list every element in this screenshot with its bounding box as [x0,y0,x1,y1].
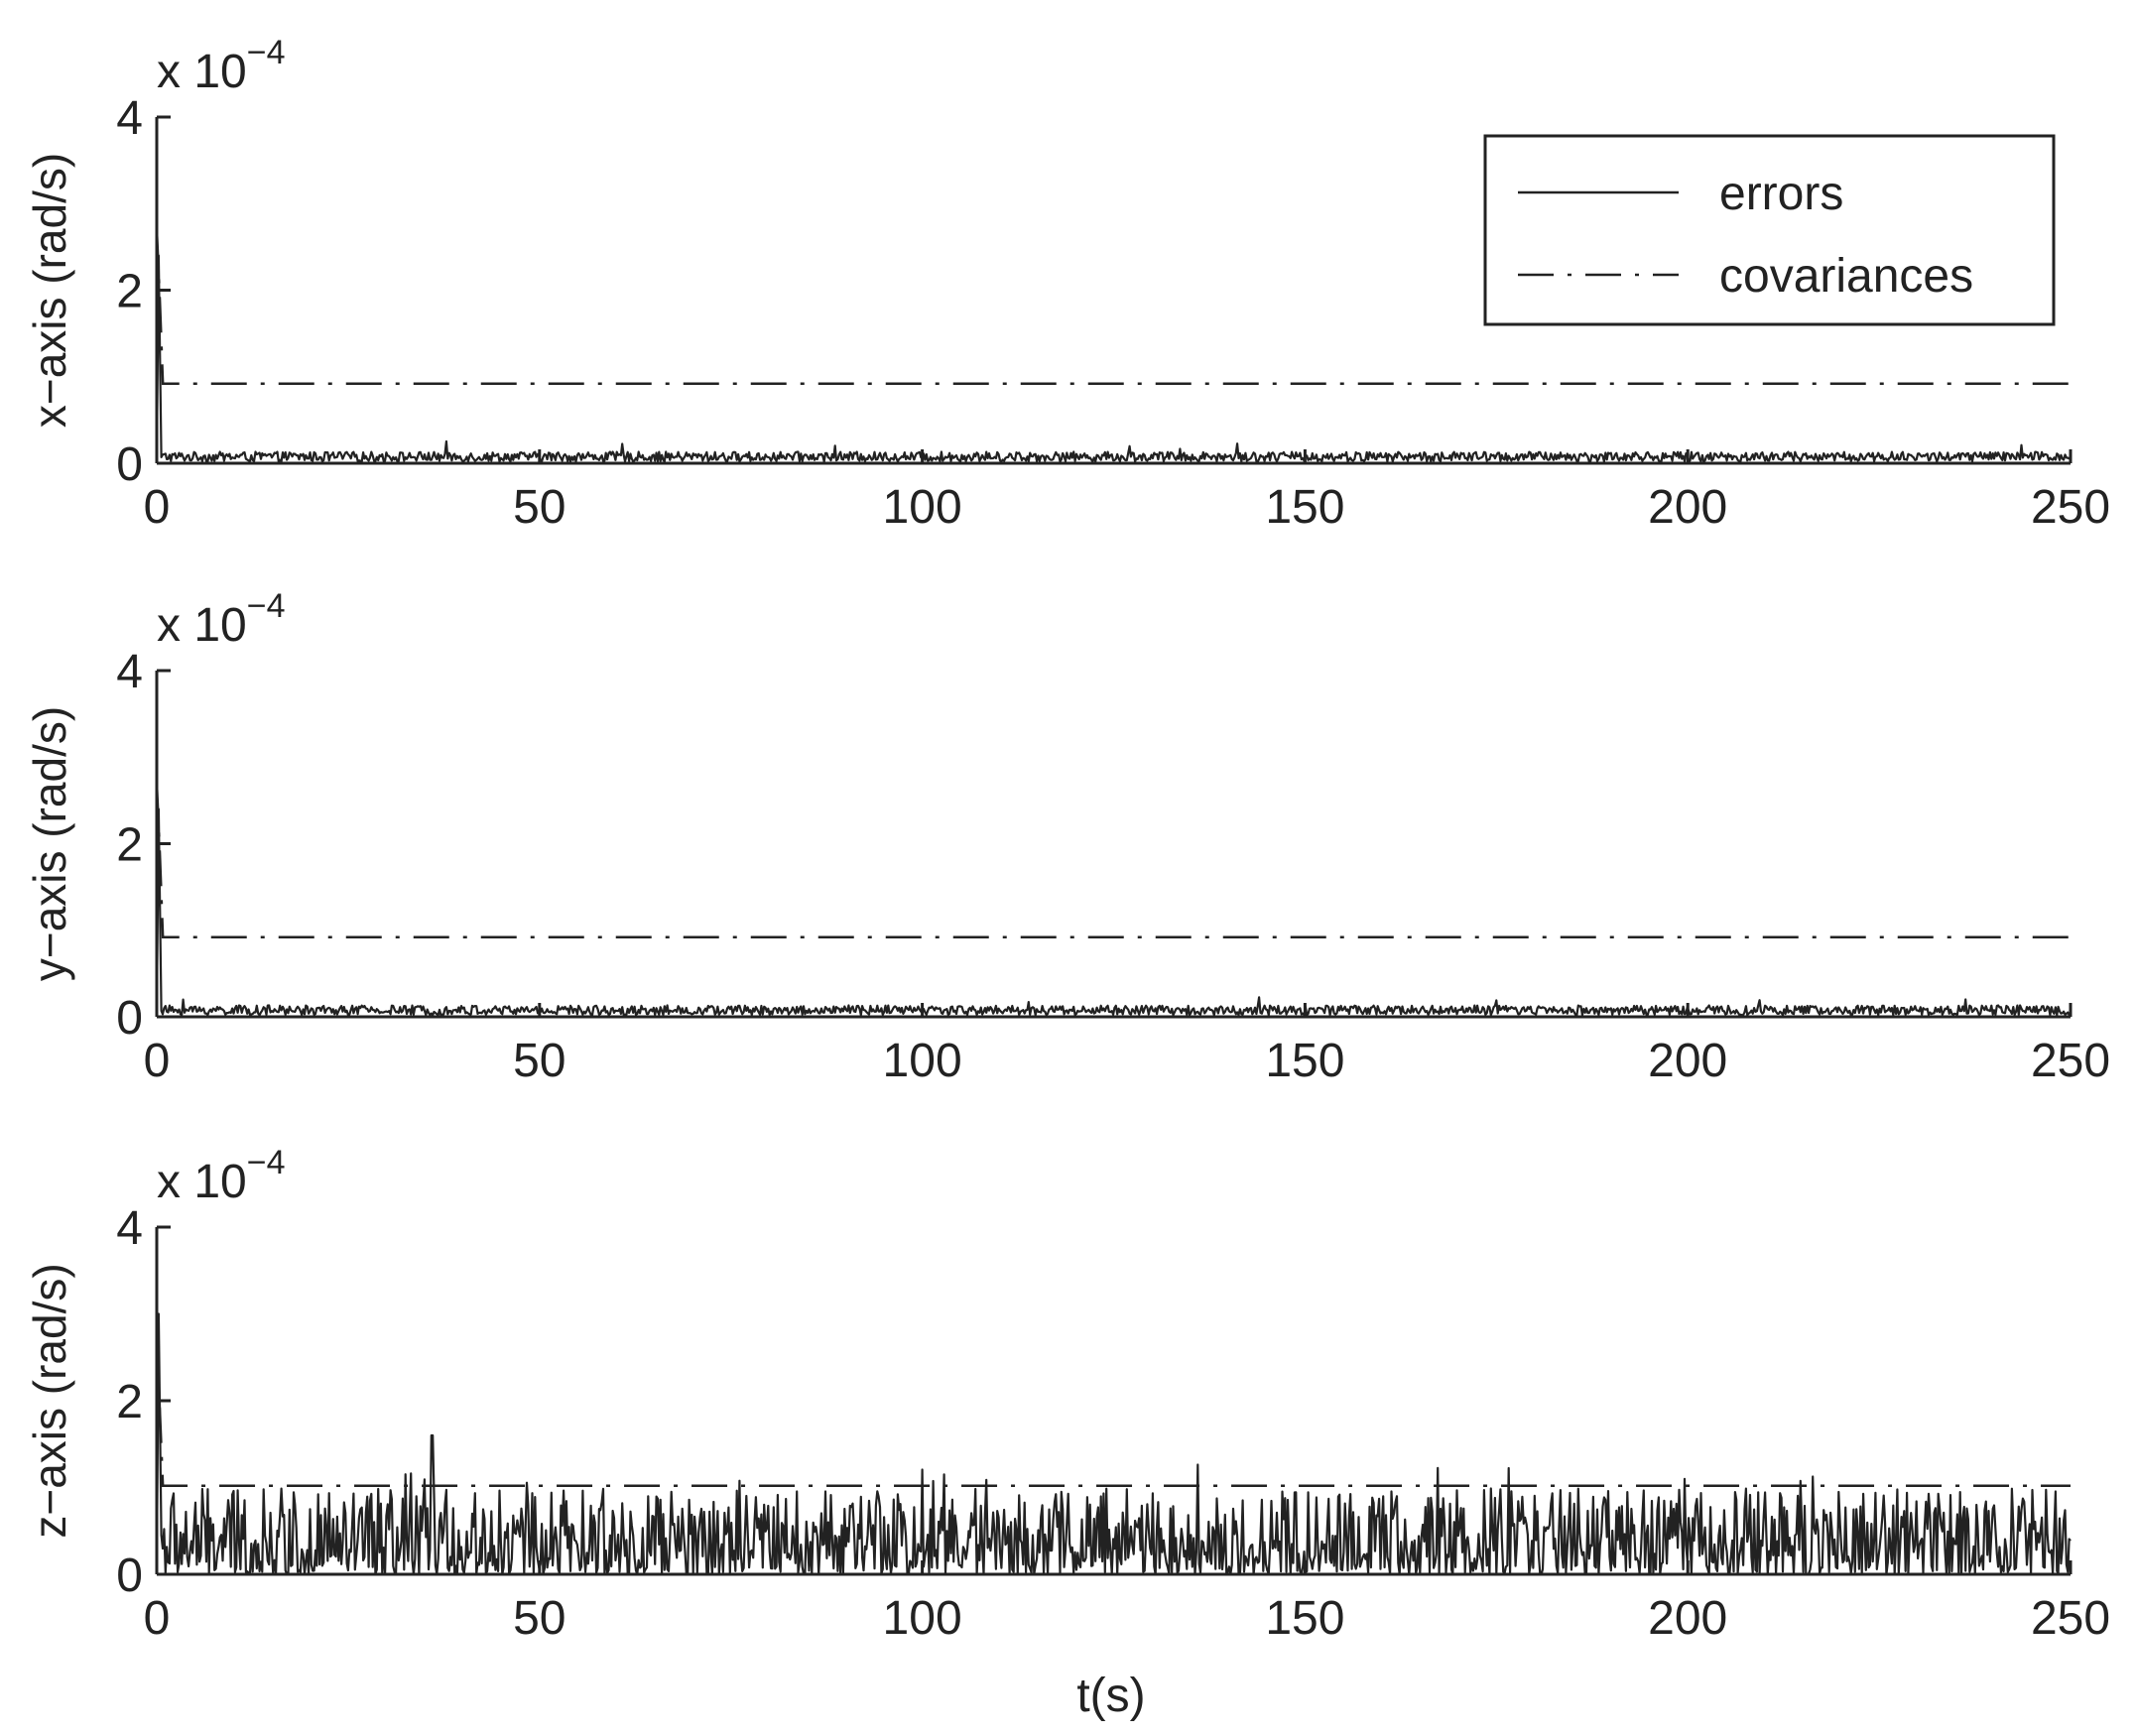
y-tick-label: 2 [116,266,143,318]
y-axis-label: z−axis (rad/s) [24,1263,75,1538]
x-tick-label: 250 [2031,1035,2110,1087]
subplot-2: 0 2 4 0 50 100 150 200 250 x 10−4 y−axis (rad/s) [24,587,2110,1087]
x-tick-label: 250 [2031,1592,2110,1645]
subplot-1: 0 2 4 0 50 100 150 200 250 x 10−4 x−axis (rad/s) er… [24,34,2110,534]
series-line-covariances [155,1339,2071,1487]
x-axis-label: t(s) [1076,1670,1145,1722]
x-tick-label: 100 [883,1035,962,1087]
legend-box [1483,134,2056,326]
subplot-3: 0 2 4 0 50 100 150 200 250 x 10−4 z−axis (rad/s) [24,1144,2110,1645]
x-tick-label: 100 [883,1592,962,1645]
series-line-covariances [155,229,2071,385]
y-tick-label: 4 [116,646,143,698]
y-axis-label: y−axis (rad/s) [24,706,75,981]
series-line-errors [155,1312,2072,1576]
x-tick-label: 200 [1648,1035,1727,1087]
series-line-errors [155,807,2072,1017]
x-tick-label: 100 [883,481,962,534]
x-tick-label: 50 [513,1592,565,1645]
x-tick-label: 150 [1265,1592,1344,1645]
legend-label-errors: errors [1719,168,1843,220]
y-tick-label: 4 [116,92,143,145]
y-tick-label: 4 [116,1202,143,1255]
x-tick-label: 250 [2031,481,2110,534]
x-tick-label: 200 [1648,481,1727,534]
y-exponent-label: x 10−4 [157,34,286,98]
x-tick-label: 0 [144,481,171,534]
x-tick-label: 150 [1265,481,1344,534]
legend-label-covariances: covariances [1719,250,1973,303]
series-line-errors [155,254,2072,463]
series-line-covariances [155,783,2071,938]
x-tick-label: 50 [513,481,565,534]
y-tick-label: 2 [116,819,143,872]
x-tick-label: 0 [144,1592,171,1645]
y-tick-label: 0 [116,1550,143,1602]
legend: errors covariances [1483,134,2056,326]
x-tick-label: 150 [1265,1035,1344,1087]
y-tick-label: 0 [116,438,143,491]
x-tick-label: 0 [144,1035,171,1087]
y-axis-label: x−axis (rad/s) [24,153,75,428]
y-exponent-label: x 10−4 [157,1144,286,1208]
y-tick-label: 2 [116,1376,143,1428]
x-tick-label: 50 [513,1035,565,1087]
x-tick-label: 200 [1648,1592,1727,1645]
y-tick-label: 0 [116,992,143,1045]
y-exponent-label: x 10−4 [157,587,286,652]
